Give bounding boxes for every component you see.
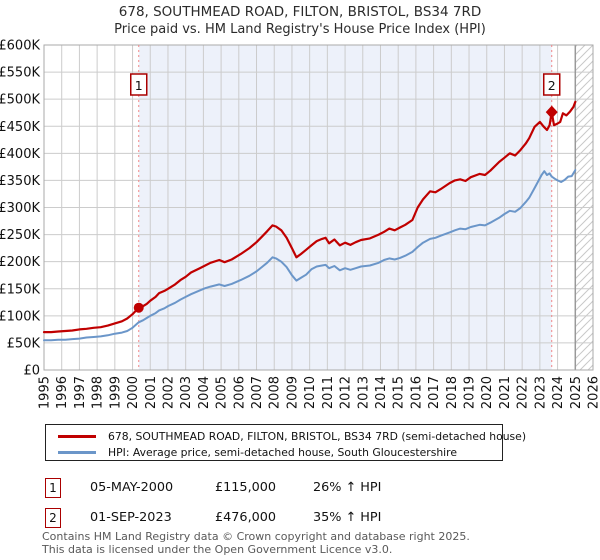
y-axis-label: £0 xyxy=(23,364,40,379)
x-axis-label: 2007 xyxy=(250,376,265,409)
sale-1-number-badge: 1 xyxy=(45,478,61,498)
x-axis-label: 1998 xyxy=(91,376,106,409)
price-line-swatch xyxy=(58,434,96,438)
x-axis-label: 2011 xyxy=(321,376,336,409)
grid-lines xyxy=(44,45,593,370)
sale-1-label-box xyxy=(129,73,148,96)
plot-border xyxy=(43,44,594,371)
x-axis-label: 2013 xyxy=(356,376,371,409)
sale-2-hpi-change: 35% ↑ HPI xyxy=(313,510,382,525)
x-axis-label: 2018 xyxy=(445,376,460,409)
legend-item-hpi: HPI: Average price, semi-detached house,… xyxy=(46,444,502,460)
x-axis-label: 2020 xyxy=(480,376,495,409)
sale-2-number-badge: 2 xyxy=(45,508,61,528)
sale-1-marker xyxy=(133,302,144,313)
legend-label-price: 678, SOUTHMEAD ROAD, FILTON, BRISTOL, BS… xyxy=(108,429,527,443)
price-series-line xyxy=(42,100,577,334)
x-axis-label: 1996 xyxy=(55,376,70,409)
license-footer: Contains HM Land Registry data © Crown c… xyxy=(42,530,598,556)
x-axis-label: 2004 xyxy=(197,376,212,409)
page-subtitle: Price paid vs. HM Land Registry's House … xyxy=(114,22,486,37)
x-axis-label: 2010 xyxy=(303,376,318,409)
sale-2-date: 01-SEP-2023 xyxy=(90,510,172,525)
x-axis-label: 2025 xyxy=(569,376,584,409)
x-axis-label: 2015 xyxy=(392,376,407,409)
y-axis-label: £400K xyxy=(0,147,40,162)
y-axis-label: £300K xyxy=(0,201,40,216)
x-axis-label: 2009 xyxy=(285,376,300,409)
y-axis-label: £250K xyxy=(0,228,40,243)
x-axis-label: 2006 xyxy=(232,376,247,409)
sale-1-hpi-change: 26% ↑ HPI xyxy=(313,480,382,495)
x-axis-label: 2003 xyxy=(179,376,194,409)
sale-row-1: 1 05-MAY-2000 £115,000 26% ↑ HPI xyxy=(0,478,600,500)
y-axis-label: £150K xyxy=(0,282,40,297)
x-axis-label: 2022 xyxy=(516,376,531,409)
y-axis-label: £200K xyxy=(0,255,40,270)
x-axis-label: 2014 xyxy=(374,376,389,409)
footer-line-2: This data is licensed under the Open Gov… xyxy=(42,542,393,556)
x-axis-label: 2000 xyxy=(126,376,141,409)
price-chart-svg: 1 2 £0 £50K £100K £150K £200K £250K £300K £350K £4… xyxy=(0,39,600,410)
sale-1-price: £115,000 xyxy=(215,480,277,495)
x-axis-label: 2008 xyxy=(268,376,283,409)
footer-line-1: Contains HM Land Registry data © Crown c… xyxy=(42,530,470,543)
sale-2-price: £476,000 xyxy=(215,510,277,525)
chart-legend: 678, SOUTHMEAD ROAD, FILTON, BRISTOL, BS… xyxy=(45,424,526,461)
y-axis-label: £450K xyxy=(0,120,40,135)
y-axis-label: £350K xyxy=(0,174,40,189)
y-axis-label: £550K xyxy=(0,66,40,81)
sale-2-label-box xyxy=(542,73,561,96)
x-axis-label: 2024 xyxy=(551,376,566,409)
y-axis-label: £500K xyxy=(0,93,40,108)
legend-label-hpi: HPI: Average price, semi-detached house,… xyxy=(108,445,458,459)
x-axis-label: 2023 xyxy=(533,376,548,409)
sale-2-label-text: 2 xyxy=(548,78,556,93)
x-axis-label: 2019 xyxy=(463,376,478,409)
x-axis-label: 2005 xyxy=(215,376,230,409)
x-axis-label: 2017 xyxy=(427,376,442,409)
y-axis-label: £50K xyxy=(7,336,41,351)
x-axis-label: 2002 xyxy=(161,376,176,409)
y-axis-label: £100K xyxy=(0,309,40,324)
sale-2-marker xyxy=(545,105,558,119)
x-axis-label: 1997 xyxy=(73,376,88,409)
x-axis-label: 2016 xyxy=(409,376,424,409)
sale-row-2: 2 01-SEP-2023 £476,000 35% ↑ HPI xyxy=(0,508,600,530)
chart-title: 678, SOUTHMEAD ROAD, FILTON, BRISTOL, BS… xyxy=(0,3,600,39)
x-axis-label: 1999 xyxy=(108,376,123,409)
x-axis-label: 2026 xyxy=(587,376,600,409)
x-axis-label: 2021 xyxy=(498,376,513,409)
x-axis-label: 2001 xyxy=(144,376,159,409)
page-title: 678, SOUTHMEAD ROAD, FILTON, BRISTOL, BS… xyxy=(118,4,482,20)
sale-1-date: 05-MAY-2000 xyxy=(90,480,174,495)
hpi-line-swatch xyxy=(58,450,96,454)
x-axis-label: 2012 xyxy=(339,376,354,409)
legend-item-price: 678, SOUTHMEAD ROAD, FILTON, BRISTOL, BS… xyxy=(46,428,526,444)
x-axis-label: 1995 xyxy=(38,376,53,409)
hpi-series-line xyxy=(43,169,577,342)
sale-1-label-text: 1 xyxy=(135,78,143,93)
y-axis-label: £600K xyxy=(0,39,40,54)
